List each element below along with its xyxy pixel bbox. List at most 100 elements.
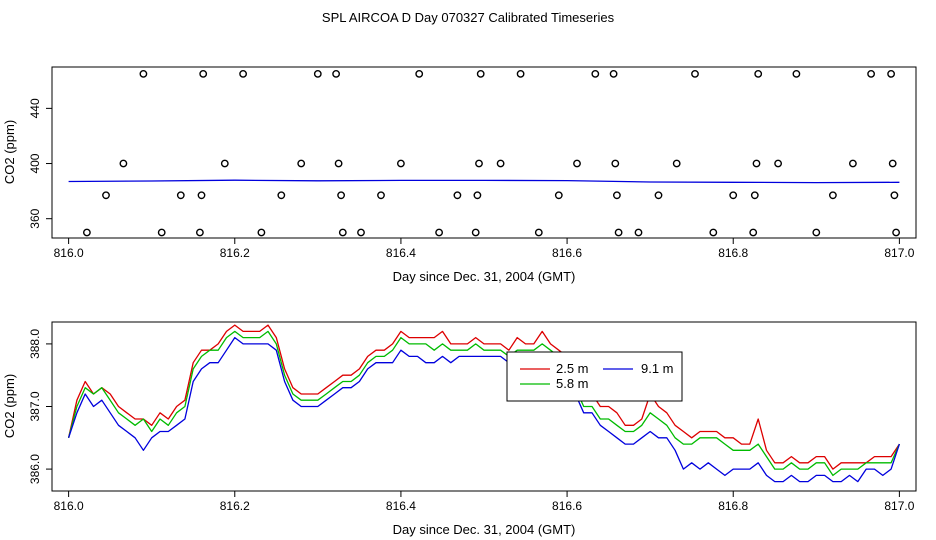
bottom-plot-area	[67, 324, 901, 483]
calibration-point	[573, 159, 581, 168]
calibration-point	[888, 159, 897, 168]
series-line-9-1-m	[67, 336, 901, 483]
x-tick-label: 817.0	[884, 246, 914, 260]
y-tick-label: 386.0	[28, 454, 42, 484]
calibration-point	[792, 70, 801, 78]
calibration-point	[887, 70, 895, 78]
bottom-y-axis: 386.0 387.0 388.0	[28, 329, 52, 484]
calibration-point	[257, 228, 266, 237]
calibration-point	[334, 159, 343, 168]
x-tick-label: 816.2	[220, 246, 250, 260]
calibration-point	[337, 191, 345, 200]
bottom-x-axis: 816.0 816.2 816.4 816.6 816.8 817.0	[54, 491, 915, 513]
calibration-point	[157, 228, 166, 237]
calibration-point	[377, 191, 385, 200]
bottom-y-axis-label: CO2 (ppm)	[2, 374, 17, 438]
y-tick-label: 388.0	[28, 329, 42, 359]
calibration-point	[654, 191, 663, 200]
calibration-point	[774, 159, 782, 168]
x-tick-label: 816.4	[386, 246, 416, 260]
calibration-point	[119, 159, 128, 168]
calibration-point	[812, 228, 821, 237]
calibration-point	[435, 228, 443, 237]
bottom-plot-frame	[51, 321, 917, 492]
calibration-point	[849, 159, 857, 168]
x-tick-label: 816.6	[552, 246, 582, 260]
y-tick-label: 387.0	[28, 391, 42, 421]
calibration-point	[332, 70, 340, 78]
x-tick-label: 816.6	[552, 499, 582, 513]
calibration-point	[415, 70, 424, 78]
calibration-point	[729, 191, 738, 200]
figure-title: SPL AIRCOA D Day 070327 Calibrated Times…	[322, 10, 615, 25]
x-tick-label: 816.0	[54, 499, 84, 513]
calibration-point	[829, 191, 837, 200]
top-x-axis-label: Day since Dec. 31, 2004 (GMT)	[393, 269, 576, 284]
series-line-2-5-m	[67, 324, 900, 470]
calibration-point	[867, 70, 875, 78]
x-tick-label: 816.8	[718, 246, 748, 260]
top-panel: 816.0 816.2 816.4 816.6 816.8 817.0 360 400 440…	[2, 66, 917, 284]
calibration-point	[554, 191, 563, 200]
x-tick-label: 817.0	[884, 499, 914, 513]
calibration-point	[357, 228, 365, 237]
calibration-point	[892, 228, 900, 237]
calibration-point	[199, 70, 208, 78]
calibration-point	[297, 159, 306, 168]
calibration-point	[754, 70, 763, 78]
calibration-point	[396, 159, 405, 168]
legend-label-2-5m: 2.5 m	[556, 361, 589, 376]
calibration-point	[102, 191, 110, 200]
bottom-panel: 816.0 816.2 816.4 816.6 816.8 817.0 386.0 387.…	[2, 321, 917, 537]
calibration-point	[473, 191, 482, 200]
y-tick-label: 400	[28, 153, 42, 173]
calibration-point	[611, 159, 620, 168]
calibration-point	[471, 228, 480, 237]
calibration-point	[534, 228, 543, 237]
calibration-point	[749, 228, 758, 237]
calibration-point	[691, 70, 699, 78]
calibration-point	[613, 191, 621, 200]
calibration-point	[709, 228, 718, 237]
calibration-point	[277, 191, 286, 200]
y-tick-label: 360	[28, 208, 42, 228]
top-x-axis: 816.0 816.2 816.4 816.6 816.8 817.0	[54, 238, 915, 260]
legend-label-9-1m: 9.1 m	[641, 361, 674, 376]
calibration-point	[176, 191, 185, 200]
calibration-point	[752, 159, 761, 168]
calibration-point	[672, 159, 681, 168]
calibration-point	[750, 191, 759, 200]
series-line-5-8-m	[67, 330, 900, 477]
calibration-point	[220, 159, 229, 168]
calibration-point	[475, 159, 483, 168]
x-tick-label: 816.8	[718, 499, 748, 513]
top-y-axis: 360 400 440	[28, 98, 52, 229]
top-y-axis-label: CO2 (ppm)	[2, 120, 17, 184]
y-tick-label: 440	[28, 98, 42, 118]
calibration-point	[83, 228, 91, 237]
calibration-point	[496, 159, 505, 168]
calibration-point	[614, 228, 623, 237]
legend-box	[506, 351, 683, 402]
calibration-point	[313, 70, 322, 78]
calibration-point	[239, 70, 248, 78]
legend: 2.5 m 5.8 m 9.1 m	[506, 351, 683, 402]
x-tick-label: 816.4	[386, 499, 416, 513]
calibration-point	[476, 70, 485, 78]
top-plot-frame	[51, 66, 917, 239]
calibration-point	[516, 70, 525, 78]
calibration-point	[338, 228, 347, 237]
calibration-point	[890, 191, 899, 200]
calibration-point	[591, 70, 600, 78]
bottom-x-axis-label: Day since Dec. 31, 2004 (GMT)	[393, 522, 576, 537]
calibration-point	[197, 191, 206, 200]
x-tick-label: 816.0	[54, 246, 84, 260]
calibration-point	[609, 70, 618, 78]
calibration-point	[195, 228, 204, 237]
top-plot-area	[68, 70, 900, 237]
calibration-point	[634, 228, 643, 237]
calibration-point	[139, 70, 148, 78]
x-tick-label: 816.2	[220, 499, 250, 513]
calibration-point	[453, 191, 462, 200]
